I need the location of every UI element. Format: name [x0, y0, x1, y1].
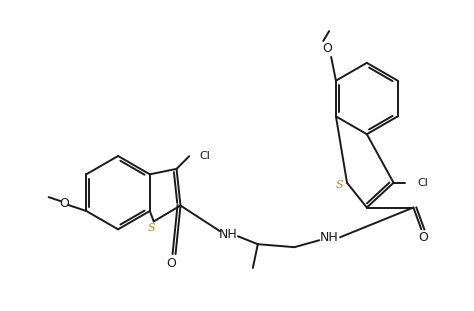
- Text: O: O: [322, 43, 332, 55]
- Text: S: S: [148, 223, 155, 233]
- Text: Cl: Cl: [199, 151, 210, 161]
- Text: NH: NH: [320, 231, 338, 244]
- Text: O: O: [419, 231, 428, 244]
- Text: S: S: [335, 180, 343, 190]
- Text: Cl: Cl: [418, 178, 428, 188]
- Text: O: O: [60, 197, 70, 210]
- Text: O: O: [167, 257, 176, 270]
- Text: NH: NH: [219, 228, 237, 241]
